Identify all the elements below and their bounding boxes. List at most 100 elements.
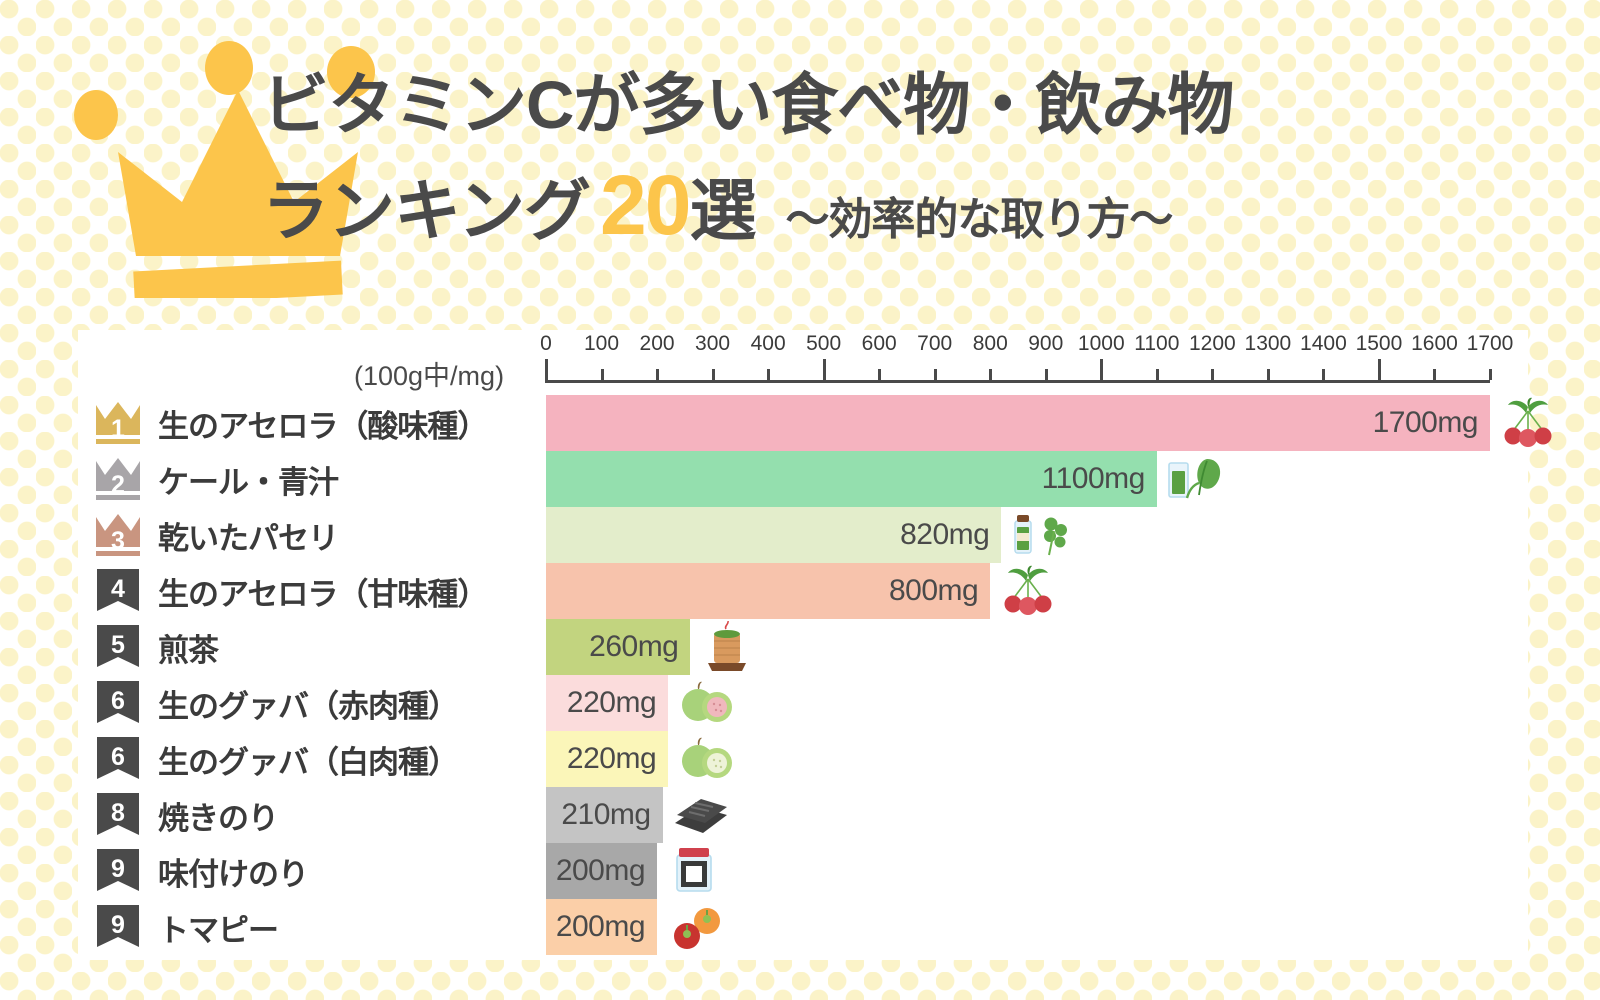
axis-unit-label: (100g中/mg) — [354, 361, 505, 391]
axis-tick — [1322, 369, 1326, 380]
rank-number: 8 — [111, 799, 125, 827]
rank-badge-cell: 9 — [78, 899, 158, 955]
axis-tick — [1100, 359, 1104, 383]
bar-value-label: 220mg — [566, 742, 657, 775]
ribbon-rank-badge: 4 — [97, 569, 139, 613]
axis-tick-label: 1600 — [1411, 332, 1458, 355]
axis-tick-label: 0 — [540, 332, 552, 355]
bar-cell: 220mg — [546, 675, 1528, 731]
rank-badge-cell: 3 — [78, 507, 158, 563]
bar-cell: 800mg — [546, 563, 1528, 619]
bar-cell: 200mg — [546, 843, 1528, 899]
ranking-row: 4 生のアセロラ（甘味種） 800mg — [78, 563, 1528, 619]
axis-tick — [1433, 369, 1437, 380]
axis-tick — [1489, 369, 1492, 380]
ranking-row: 8 焼きのり 210mg — [78, 787, 1528, 843]
axis-tick — [711, 369, 715, 380]
axis-tick-label: 1300 — [1244, 332, 1292, 355]
nori-sheets-icon — [669, 789, 733, 841]
axis-tick-label: 800 — [972, 332, 1008, 355]
food-name-label: トマピー — [158, 912, 279, 948]
value-bar: 220mg — [546, 731, 669, 787]
cherry-acerola-icon — [1496, 397, 1560, 449]
crown-rank-icon: 2 — [95, 457, 141, 501]
axis-tick-label: 700 — [917, 332, 953, 355]
bar-cell: 820mg — [546, 507, 1528, 563]
food-name-label: 生のグァバ（白肉種） — [158, 744, 459, 780]
rank-badge-cell: 2 — [78, 451, 158, 507]
axis-tick-label: 400 — [750, 332, 786, 355]
teacup-icon — [696, 620, 760, 673]
axis-tick-label: 1100 — [1134, 332, 1180, 355]
ranking-row: 9 トマピー 200mg — [78, 899, 1528, 955]
rank-number: 9 — [111, 911, 125, 939]
axis-line — [546, 380, 1490, 383]
value-bar: 820mg — [546, 507, 1002, 563]
bar-cell: 220mg — [546, 731, 1528, 787]
title-count-number: 20 — [600, 158, 691, 252]
value-bar: 200mg — [546, 843, 658, 899]
decorative-dot-icon — [205, 41, 253, 95]
title-ranking-word: ランキング — [262, 174, 591, 249]
rank-number: 6 — [111, 743, 125, 771]
food-name-label: 生のアセロラ（酸味種） — [158, 408, 488, 444]
bar-value-label: 1100mg — [1041, 462, 1146, 495]
ribbon-rank-badge: 9 — [97, 905, 139, 949]
x-axis: (100g中/mg) 0 100 200 300 400 500 600 700 800 900 1… — [78, 330, 1528, 395]
parsley-bottle-icon — [1007, 509, 1071, 561]
ranking-row: 6 生のグァバ（白肉種） 220mg — [78, 731, 1528, 787]
axis-tick — [1155, 369, 1159, 380]
rank-number: 9 — [111, 855, 125, 883]
title-line-1: ビタミンCが多い食べ物・飲み物 — [262, 68, 1234, 143]
bar-cell: 1700mg — [546, 395, 1552, 451]
axis-tick — [545, 359, 548, 383]
bar-value-label: 800mg — [889, 574, 979, 607]
value-bar: 1700mg — [546, 395, 1490, 451]
value-bar: 220mg — [546, 675, 669, 731]
value-bar: 800mg — [546, 563, 991, 619]
rank-badge-cell: 1 — [78, 395, 158, 451]
bar-cell: 200mg — [546, 899, 1528, 955]
ribbon-rank-badge: 8 — [97, 793, 139, 837]
ranking-row: 5 煎茶 260mg — [78, 619, 1528, 675]
axis-tick — [1211, 369, 1215, 380]
axis-tick-label: 1400 — [1300, 332, 1347, 355]
crown-rank-icon: 3 — [95, 513, 141, 557]
value-bar: 200mg — [546, 899, 658, 955]
rank-badge-cell: 6 — [78, 675, 158, 731]
food-name-label: 焼きのり — [158, 800, 279, 836]
ranking-row: 9 味付けのり 200mg — [78, 843, 1528, 899]
bar-value-label: 220mg — [566, 686, 657, 719]
crown-rank-icon: 1 — [95, 401, 141, 445]
header-banner: ビタミンCが多い食べ物・飲み物 ランキング 20 選 〜効率的な取り方〜 — [0, 0, 1600, 330]
ranking-rows: 1 生のアセロラ（酸味種） 1700mg 2 ケール・青汁 1100mg 3 乾いたパセリ… — [78, 395, 1552, 955]
food-name-label: 生のアセロラ（甘味種） — [158, 576, 488, 612]
food-name-label: 乾いたパセリ — [158, 520, 339, 556]
title-sen-char: 選 — [689, 174, 756, 249]
title-subtitle: 〜効率的な取り方〜 — [785, 195, 1173, 244]
rank-badge-cell: 4 — [78, 563, 158, 619]
decorative-dot-icon — [327, 46, 375, 98]
axis-tick — [1044, 369, 1048, 380]
axis-tick — [767, 369, 771, 380]
bar-cell: 210mg — [546, 787, 1528, 843]
axis-tick — [933, 369, 937, 380]
value-bar: 210mg — [546, 787, 663, 843]
cherry-acerola-icon — [996, 565, 1060, 617]
ranking-row: 6 生のグァバ（赤肉種） 220mg — [78, 675, 1528, 731]
food-name-label: ケール・青汁 — [158, 464, 339, 500]
axis-tick-label: 1700 — [1466, 332, 1514, 355]
axis-tick — [878, 369, 882, 380]
axis-tick — [600, 369, 604, 380]
decorative-dot-icon — [74, 90, 118, 140]
bar-value-label: 1700mg — [1372, 406, 1479, 439]
rank-badge-cell: 6 — [78, 731, 158, 787]
green-juice-kale-icon — [1163, 453, 1227, 505]
value-bar: 1100mg — [546, 451, 1157, 507]
axis-tick-label: 300 — [695, 332, 731, 355]
bar-cell: 260mg — [546, 619, 1528, 675]
axis-tick-label: 600 — [861, 332, 897, 355]
rank-number: 6 — [111, 687, 125, 715]
rank-badge-cell: 8 — [78, 787, 158, 843]
axis-tick-label: 1200 — [1188, 332, 1236, 355]
